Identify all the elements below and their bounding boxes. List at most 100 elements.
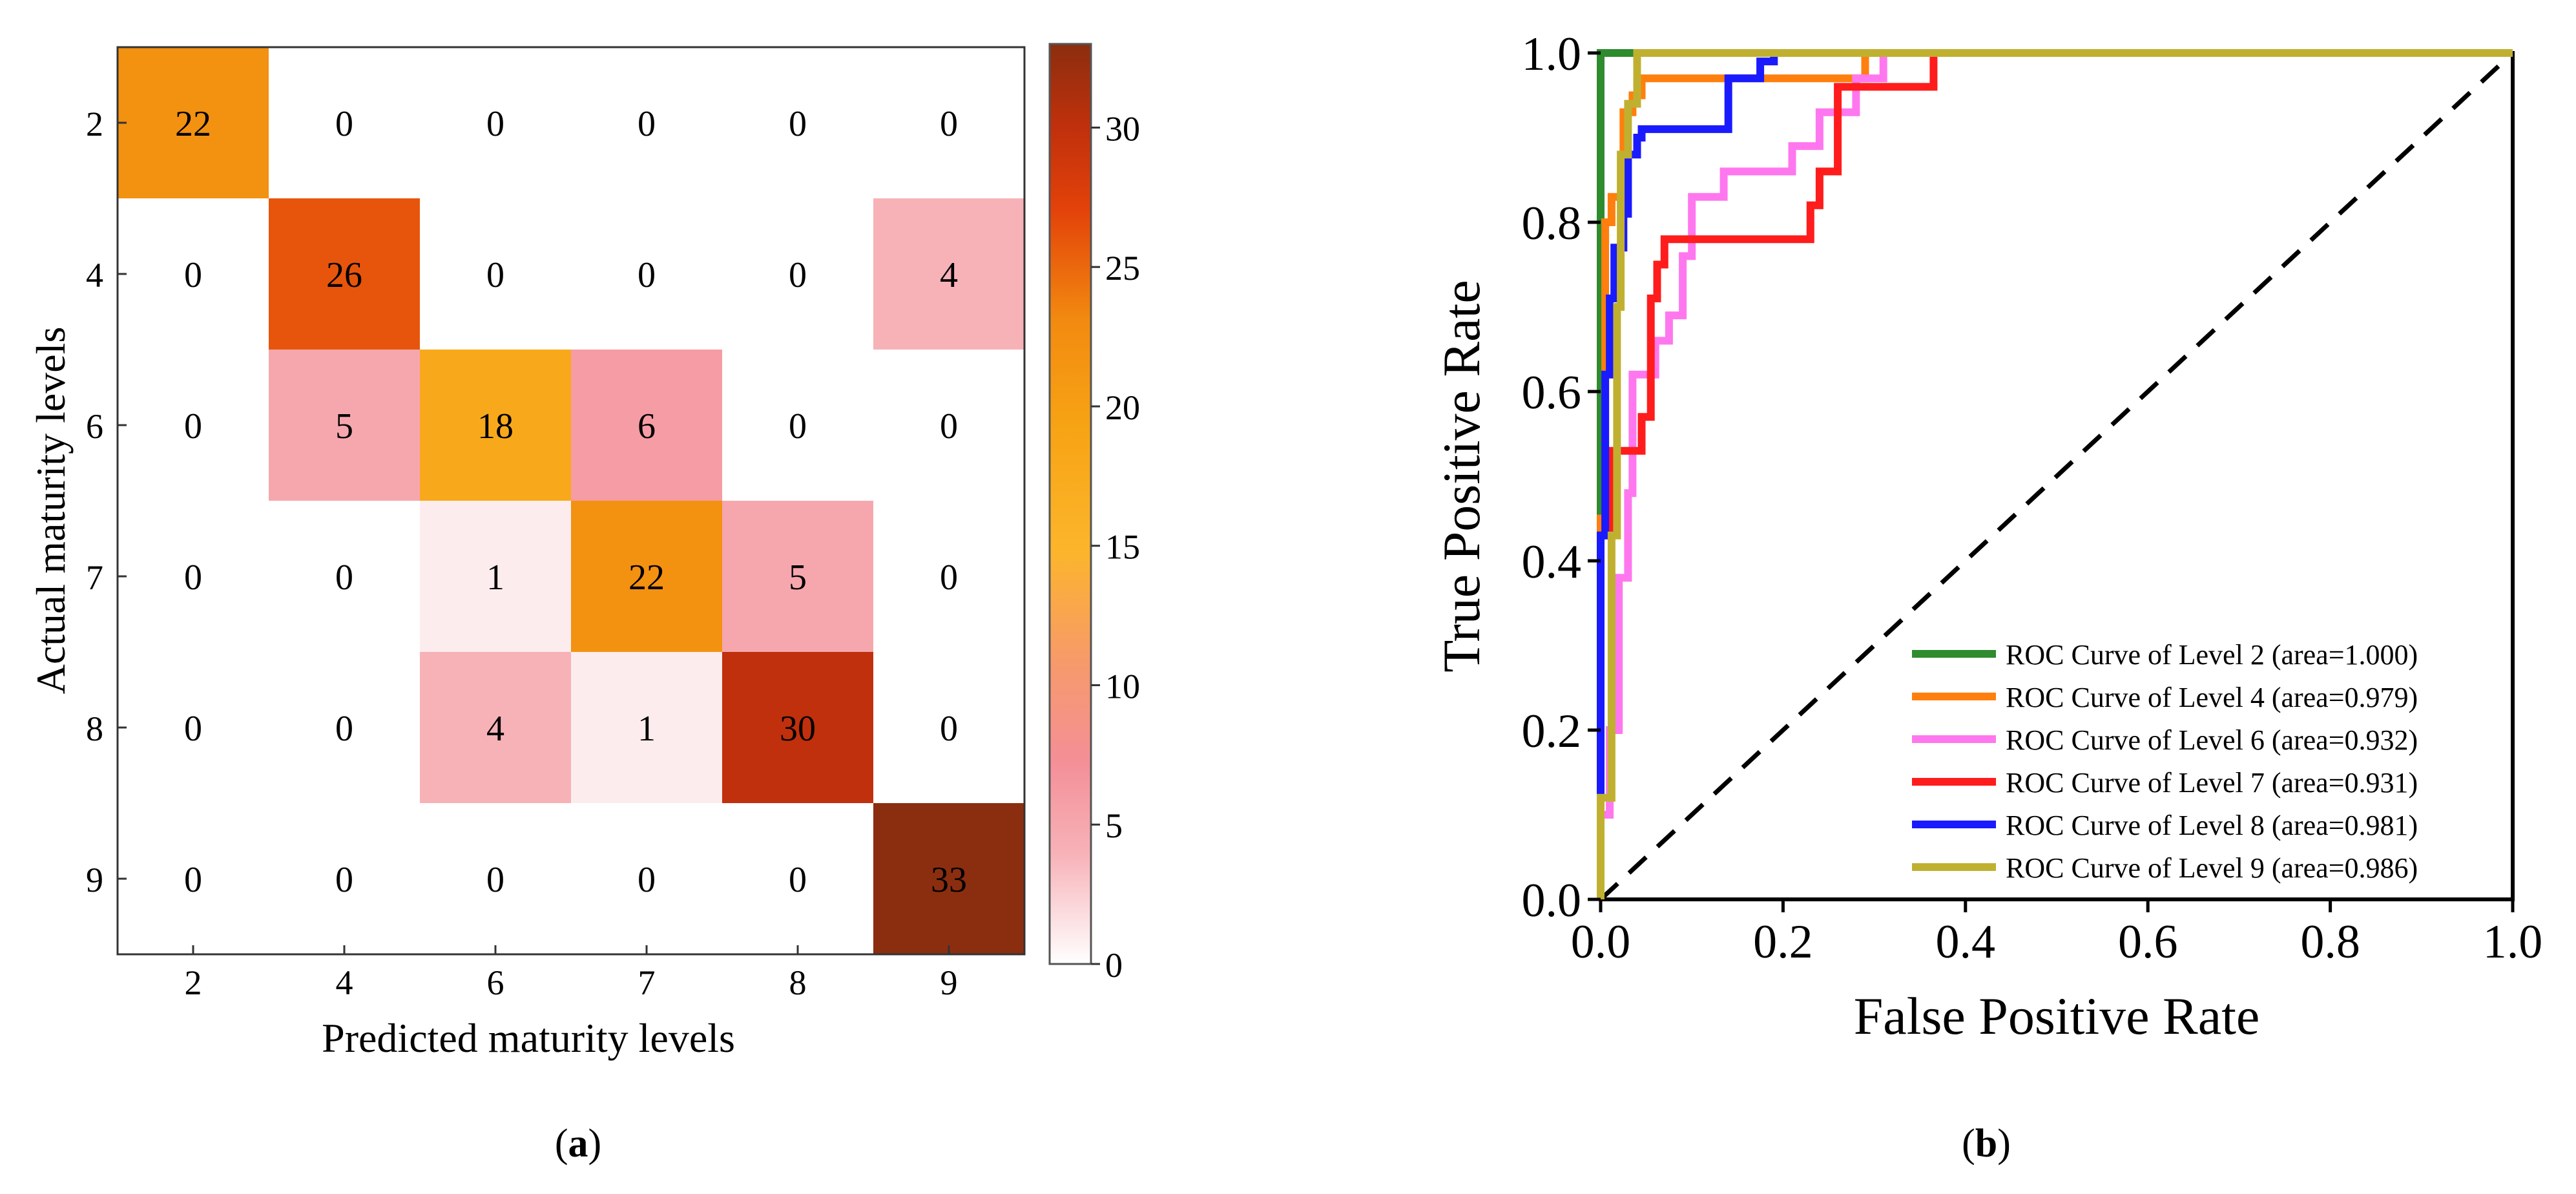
colorbar-ticks: 0 5 10 15 20 25 30: [1091, 109, 1140, 985]
heatmap-y-tick-label: 9: [86, 861, 103, 899]
heatmap-cell-value: 0: [335, 709, 353, 749]
heatmap-x-tick-label: 9: [940, 963, 958, 1002]
heatmap-cell-value: 1: [638, 709, 656, 749]
heatmap-x-axis-label: Predicted maturity levels: [322, 1015, 735, 1061]
heatmap-x-tick-label: 6: [487, 963, 504, 1002]
heatmap-cell: [571, 501, 722, 652]
roc-x-axis-label: False Positive Rate: [1854, 987, 2260, 1045]
heatmap-cell-value: 4: [940, 255, 958, 295]
roc-y-tick-label: 0.8: [1522, 197, 1582, 250]
heatmap-cell-value: 0: [335, 860, 353, 900]
heatmap-cell: [571, 350, 722, 501]
heatmap-y-tick-label: 4: [86, 256, 103, 295]
diagonal-reference-line: [1599, 51, 2515, 901]
heatmap-y-axis-label: Actual maturity levels: [28, 327, 74, 695]
roc-x-tick-label: 0.6: [2118, 916, 2178, 969]
heatmap-y-tick-label: 8: [86, 709, 103, 748]
heatmap-cell-value: 0: [789, 104, 807, 144]
heatmap-cell-value: 0: [940, 104, 958, 144]
heatmap-cell-value: 0: [940, 558, 958, 598]
heatmap-cell-value: 0: [335, 558, 353, 598]
roc-x-tick-label: 0.2: [1753, 916, 1813, 969]
heatmap-cell-value: 26: [326, 255, 362, 295]
colorbar-tick-label: 20: [1105, 388, 1140, 427]
legend-entry-label: ROC Curve of Level 7 (area=0.931): [2006, 767, 2418, 799]
heatmap-cell-value: 0: [184, 406, 202, 446]
confusion-matrix-panel: 22 0 0 0 0 00 26 0 0 0 40 5 18 6 0 00 0 1 22 5 00 0 4 1 30 00 0 0 0 0…: [28, 43, 1140, 1061]
roc-panel: 0.0 0.2 0.4 0.6 0.8 1.0 0.0 0.2 0.4 0.6 0.8 1.0 Fa…: [1432, 28, 2542, 1045]
heatmap-cell-value: 18: [477, 406, 514, 446]
heatmap-cell-value: 0: [638, 255, 656, 295]
heatmap-cell-value: 0: [789, 860, 807, 900]
colorbar-tick-label: 5: [1105, 806, 1123, 845]
colorbar-tick-label: 25: [1105, 249, 1140, 288]
roc-x-ticks: 0.0 0.2 0.4 0.6 0.8 1.0: [1571, 899, 2543, 969]
heatmap-x-tick-label: 4: [336, 963, 353, 1002]
roc-curves: [1597, 49, 2513, 899]
roc-y-tick-label: 0.4: [1522, 536, 1582, 589]
roc-x-tick-label: 0.4: [1936, 916, 1996, 969]
heatmap-cell: [873, 803, 1024, 954]
heatmap-cell-value: 0: [486, 860, 504, 900]
roc-curve-level-6: [1597, 49, 2513, 899]
roc-y-tick-label: 1.0: [1522, 28, 1582, 81]
heatmap-frame: [116, 46, 1026, 956]
legend-entry-label: ROC Curve of Level 8 (area=0.981): [2006, 810, 2418, 841]
heatmap-cell: [420, 501, 571, 652]
heatmap-cell: [420, 652, 571, 803]
heatmap-border: [116, 46, 1026, 956]
heatmap-cell-value: 30: [780, 709, 816, 749]
roc-legend: ROC Curve of Level 2 (area=1.000) ROC Cur…: [1912, 639, 2418, 884]
heatmap-cell-value: 0: [486, 104, 504, 144]
heatmap-y-tick-label: 6: [86, 407, 103, 446]
heatmap-cell-value: 5: [335, 406, 353, 446]
colorbar-tick-label: 10: [1105, 667, 1140, 706]
legend-entry-label: ROC Curve of Level 4 (area=0.979): [2006, 682, 2418, 713]
heatmap-cell-value: 0: [335, 104, 353, 144]
colorbar-tick-label: 0: [1105, 946, 1123, 985]
legend-entry-label: ROC Curve of Level 2 (area=1.000): [2006, 639, 2418, 671]
heatmap-y-tick-label: 2: [86, 105, 103, 143]
heatmap-cell-value: 0: [184, 558, 202, 598]
roc-curve-level-9: [1597, 49, 2513, 899]
roc-y-tick-label: 0.2: [1522, 705, 1582, 758]
colorbar: [1048, 43, 1092, 965]
heatmap-cell: [269, 198, 420, 350]
heatmap-cell-value: 0: [184, 860, 202, 900]
colorbar-tick-label: 30: [1105, 109, 1140, 148]
roc-x-tick-label: 0.8: [2300, 916, 2360, 969]
heatmap-cell-value: 22: [175, 104, 211, 144]
heatmap-x-ticks: 2 4 6 7 8 9: [185, 945, 958, 1002]
heatmap-cell-value: 0: [940, 406, 958, 446]
heatmap-cell-value: 5: [789, 558, 807, 598]
heatmap-x-tick-label: 7: [638, 963, 656, 1002]
heatmap-x-tick-label: 2: [185, 963, 202, 1002]
heatmap-cell-value: 6: [638, 406, 656, 446]
roc-x-tick-label: 0.0: [1571, 916, 1631, 969]
roc-x-tick-label: 1.0: [2483, 916, 2543, 969]
heatmap-cell: [722, 501, 873, 652]
heatmap-cell-value: 4: [486, 709, 504, 749]
roc-y-tick-label: 0.0: [1522, 874, 1582, 927]
panel-a-caption: (a): [554, 1122, 602, 1166]
heatmap-cell-value: 0: [184, 255, 202, 295]
heatmap-cell: [571, 652, 722, 803]
heatmap-cell: [269, 350, 420, 501]
heatmap-cell-value: 0: [486, 255, 504, 295]
panel-b-caption: (b): [1962, 1122, 2011, 1166]
legend-entry-label: ROC Curve of Level 6 (area=0.932): [2006, 724, 2418, 756]
heatmap-y-tick-label: 7: [86, 558, 103, 597]
heatmap-cell-value: 33: [931, 860, 967, 900]
heatmap-x-tick-label: 8: [789, 963, 807, 1002]
roc-y-axis-label: True Positive Rate: [1432, 280, 1491, 672]
roc-y-ticks: 0.0 0.2 0.4 0.6 0.8 1.0: [1522, 28, 1601, 927]
roc-y-tick-label: 0.6: [1522, 366, 1582, 419]
heatmap-cell-value: 22: [628, 558, 665, 598]
heatmap-cell-value: 0: [940, 709, 958, 749]
heatmap-cell-value: 0: [638, 860, 656, 900]
heatmap-cell: [722, 652, 873, 803]
heatmap-cell: [420, 350, 571, 501]
heatmap-cell-value: 0: [184, 709, 202, 749]
heatmap-cells: 22 0 0 0 0 0 0 26 0 0 0 4 0 5 18 6 0 0 0 0 1 22 5 0 0 0 4 1 30 0 0 0 0 0 0…: [118, 47, 1024, 954]
